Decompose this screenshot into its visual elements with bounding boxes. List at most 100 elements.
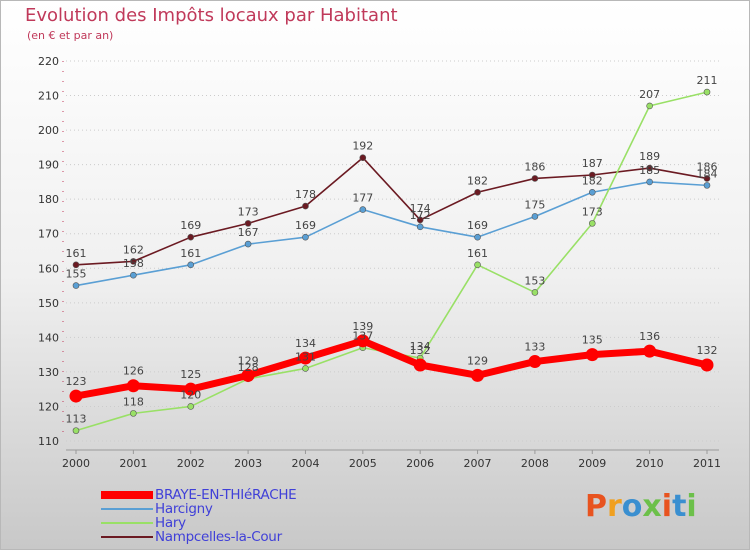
data-label: 120 — [180, 388, 201, 401]
data-label: 125 — [180, 368, 201, 381]
data-point — [72, 261, 80, 269]
legend-item: Harcigny — [101, 501, 213, 517]
data-point — [244, 220, 252, 227]
data-label: 135 — [582, 334, 603, 347]
data-label: 169 — [180, 219, 201, 232]
data-point — [413, 358, 427, 372]
data-point — [302, 202, 309, 210]
data-point — [302, 365, 309, 372]
data-point — [302, 233, 309, 241]
series-line — [75, 91, 708, 432]
legend-item: Nampcelles-la-Cour — [101, 529, 282, 545]
data-label: 187 — [582, 157, 603, 170]
logo-letter: r — [607, 489, 622, 524]
data-label: 131 — [295, 350, 316, 363]
data-point — [703, 182, 711, 189]
data-point — [474, 261, 481, 269]
data-point — [643, 344, 657, 358]
data-point — [359, 154, 367, 162]
data-label: 132 — [410, 344, 431, 357]
data-label: 173 — [238, 205, 259, 218]
data-labels: 161 162 169 173 178 192 174 182 186 187 189 186 155 1… — [66, 74, 718, 426]
data-label: 155 — [66, 268, 87, 281]
axes — [62, 61, 719, 454]
data-label: 161 — [66, 247, 87, 260]
y-tick-label: 130 — [38, 366, 59, 379]
y-tick-label: 170 — [38, 228, 59, 241]
y-tick-label: 140 — [38, 331, 59, 344]
y-tick-label: 220 — [38, 55, 59, 68]
logo-letter: x — [642, 489, 662, 524]
data-label: 162 — [123, 243, 144, 256]
data-point — [416, 223, 424, 231]
legend-item: BRAYE-EN-THIéRACHE — [101, 487, 297, 503]
data-label: 167 — [238, 226, 259, 239]
data-label: 113 — [66, 413, 87, 426]
data-label: 139 — [352, 320, 373, 333]
data-label: 175 — [524, 198, 545, 211]
data-point — [474, 233, 481, 241]
data-point — [416, 216, 424, 224]
data-point — [298, 351, 312, 365]
data-label: 123 — [66, 375, 87, 388]
data-label: 182 — [582, 174, 603, 187]
x-tick-label: 2007 — [464, 457, 492, 470]
data-label: 158 — [123, 257, 144, 270]
data-point — [646, 164, 653, 172]
data-label: 169 — [295, 219, 316, 232]
data-point — [130, 410, 137, 417]
data-point — [187, 261, 195, 269]
data-label: 129 — [467, 354, 488, 367]
data-label: 134 — [295, 337, 316, 350]
legend-item: Hary — [101, 515, 186, 531]
data-point — [703, 88, 711, 96]
x-tick-label: 2001 — [119, 457, 147, 470]
data-point — [588, 171, 596, 179]
data-label: 161 — [467, 247, 488, 260]
data-point — [356, 334, 370, 348]
legend-label: BRAYE-EN-THIéRACHE — [155, 487, 297, 503]
data-label: 161 — [180, 247, 201, 260]
data-point — [585, 348, 599, 362]
logo-letter: t — [672, 489, 687, 524]
data-point — [531, 289, 539, 296]
series-points — [69, 88, 714, 434]
x-tick-label: 2004 — [291, 457, 319, 470]
y-tick-label: 120 — [38, 400, 59, 413]
data-point — [471, 368, 485, 382]
data-point — [531, 213, 539, 220]
data-point — [184, 382, 198, 396]
x-tick-label: 2010 — [636, 457, 664, 470]
legend-swatch — [101, 522, 153, 524]
data-label: 192 — [352, 140, 373, 153]
data-point — [588, 188, 596, 196]
data-point — [244, 240, 252, 248]
legend-label: Harcigny — [155, 501, 213, 517]
chart-title: Evolution des Impôts locaux par Habitant — [25, 5, 398, 26]
x-tick-label: 2003 — [234, 457, 262, 470]
data-point — [588, 220, 596, 227]
data-point — [359, 206, 367, 213]
x-tick-label: 2005 — [349, 457, 377, 470]
data-point — [528, 355, 542, 369]
data-label: 134 — [410, 340, 431, 353]
y-tick-label: 190 — [38, 159, 59, 172]
data-point — [646, 178, 653, 186]
data-label: 182 — [467, 174, 488, 187]
y-tick-label: 150 — [38, 297, 59, 310]
logo-letter: i — [686, 489, 697, 524]
data-label: 211 — [697, 74, 718, 87]
data-point — [700, 358, 714, 372]
data-label: 118 — [123, 395, 144, 408]
y-tick-label: 160 — [38, 262, 59, 275]
legend-swatch — [101, 508, 153, 510]
data-label: 186 — [697, 160, 718, 173]
legend-label: Hary — [155, 515, 186, 531]
data-label: 207 — [639, 88, 660, 101]
data-label: 136 — [639, 330, 660, 343]
data-label: 178 — [295, 188, 316, 201]
data-label: 132 — [697, 344, 718, 357]
data-point — [130, 258, 137, 265]
logo-letter: o — [621, 489, 643, 524]
